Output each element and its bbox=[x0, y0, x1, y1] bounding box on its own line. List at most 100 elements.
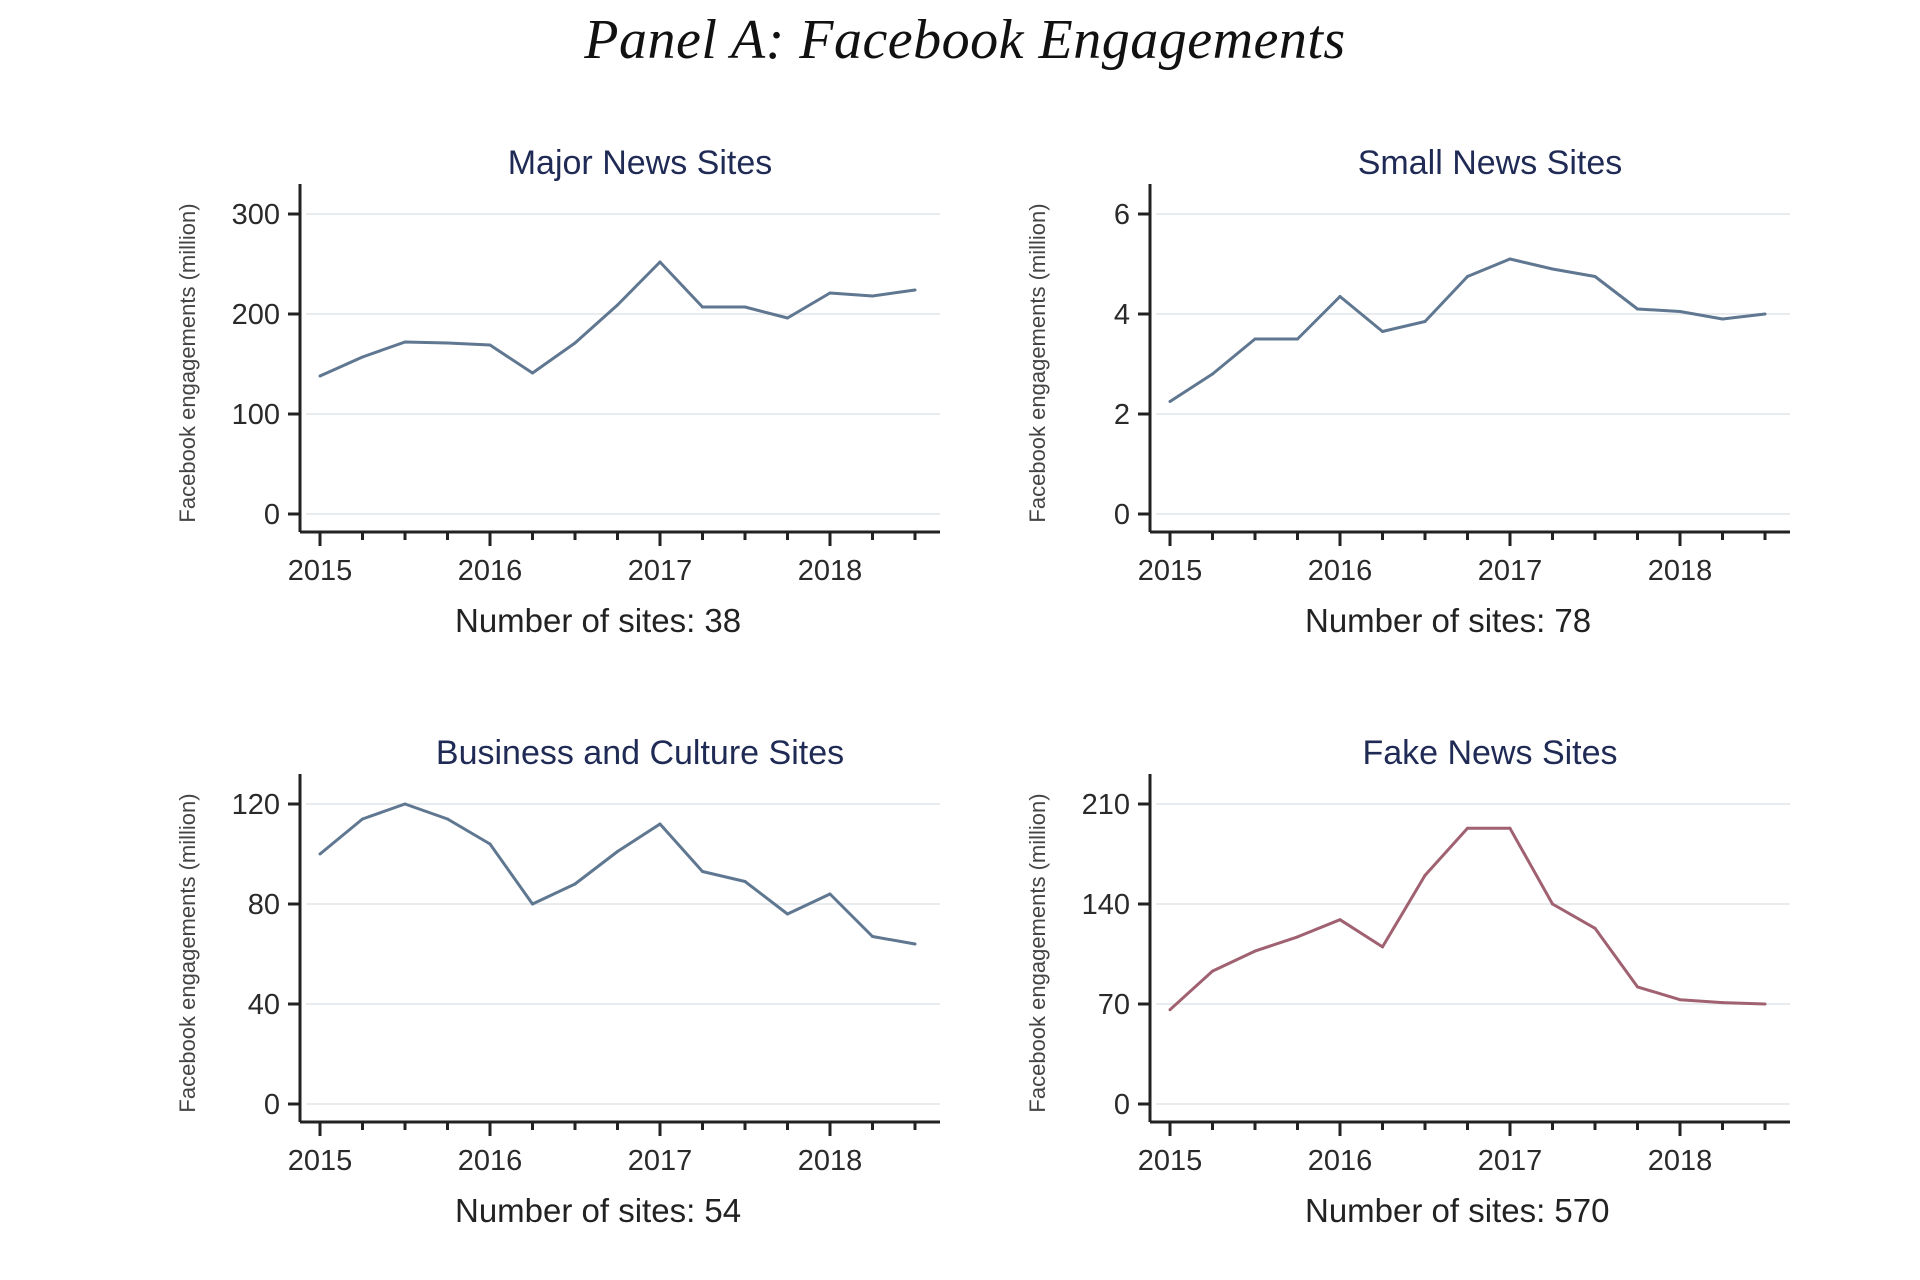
page-title: Panel A: Facebook Engagements bbox=[584, 9, 1346, 71]
chart-title: Major News Sites bbox=[508, 144, 773, 182]
data-point bbox=[318, 374, 322, 378]
data-point bbox=[1381, 945, 1384, 949]
site-count-note: Number of sites: 570 bbox=[1305, 1192, 1609, 1229]
data-point bbox=[446, 817, 449, 821]
chart-major-news: Major News Sites 0 100 200 300 2015 2016 2017 20… bbox=[150, 130, 960, 670]
data-point bbox=[403, 340, 407, 344]
data-point bbox=[1296, 337, 1299, 341]
data-point bbox=[573, 882, 577, 886]
data-point bbox=[1508, 257, 1512, 261]
x-tick-label: 2016 bbox=[1308, 1145, 1373, 1177]
data-point bbox=[743, 880, 747, 883]
data-point bbox=[1296, 935, 1299, 939]
data-point bbox=[446, 341, 449, 345]
chart-business-culture: Business and Culture Sites 0 40 80 120 2015 20… bbox=[150, 720, 960, 1260]
data-point bbox=[1678, 998, 1682, 1002]
y-tick-label: 100 bbox=[232, 399, 280, 431]
data-point bbox=[1593, 926, 1597, 930]
data-point bbox=[743, 305, 747, 309]
data-point bbox=[1678, 310, 1682, 313]
data-point bbox=[1763, 1002, 1767, 1006]
data-point bbox=[913, 288, 917, 292]
data-point bbox=[361, 355, 364, 359]
data-point bbox=[1338, 918, 1342, 922]
y-tick-label: 0 bbox=[1114, 1089, 1130, 1121]
data-point bbox=[786, 912, 789, 916]
x-tick-label: 2018 bbox=[798, 1145, 863, 1177]
data-point bbox=[1593, 275, 1597, 278]
data-point bbox=[1253, 949, 1257, 953]
data-point bbox=[1253, 337, 1257, 341]
y-axis-label: Facebook engagements (million) bbox=[1025, 203, 1050, 522]
data-point bbox=[1211, 372, 1214, 376]
chart-fake-news: Fake News Sites 0 70 140 210 2015 2016 2017 2018… bbox=[1000, 720, 1810, 1260]
data-point bbox=[658, 822, 662, 826]
y-tick-label: 120 bbox=[232, 789, 280, 821]
series-line bbox=[1169, 257, 1766, 403]
data-point bbox=[871, 935, 874, 938]
data-point bbox=[488, 343, 492, 347]
data-point bbox=[1466, 275, 1469, 278]
x-tick-label: 2016 bbox=[458, 555, 523, 587]
x-tick-label: 2016 bbox=[458, 1145, 523, 1177]
chart-title: Small News Sites bbox=[1358, 144, 1623, 182]
site-count-note: Number of sites: 54 bbox=[455, 1192, 741, 1229]
data-point bbox=[828, 291, 832, 295]
data-point bbox=[318, 852, 322, 856]
site-count-note: Number of sites: 78 bbox=[1305, 602, 1591, 639]
data-point bbox=[1423, 873, 1427, 877]
x-tick-label: 2017 bbox=[628, 1145, 693, 1177]
y-axis-label: Facebook engagements (million) bbox=[175, 793, 200, 1112]
data-point bbox=[1381, 330, 1384, 333]
y-tick-label: 0 bbox=[1114, 499, 1130, 531]
y-tick-label: 40 bbox=[248, 989, 280, 1021]
chart-title: Business and Culture Sites bbox=[436, 734, 844, 772]
x-tick-label: 2017 bbox=[628, 555, 693, 587]
x-tick-label: 2018 bbox=[1648, 1145, 1713, 1177]
x-tick-label: 2018 bbox=[798, 555, 863, 587]
data-point bbox=[828, 892, 832, 896]
data-point bbox=[616, 303, 619, 307]
data-point bbox=[913, 942, 917, 946]
data-point bbox=[1551, 902, 1554, 906]
site-count-note: Number of sites: 38 bbox=[455, 602, 741, 639]
y-tick-label: 4 bbox=[1114, 299, 1130, 331]
data-point bbox=[1338, 295, 1342, 298]
data-point bbox=[1636, 985, 1639, 989]
y-tick-label: 200 bbox=[232, 299, 280, 331]
y-tick-label: 2 bbox=[1114, 399, 1130, 431]
series-line bbox=[319, 260, 916, 378]
data-point bbox=[1423, 320, 1427, 323]
y-axis-label: Facebook engagements (million) bbox=[175, 203, 200, 522]
y-axis-label: Facebook engagements (million) bbox=[1025, 793, 1050, 1112]
data-point bbox=[361, 817, 364, 821]
data-point bbox=[488, 842, 492, 846]
data-point bbox=[786, 316, 789, 320]
data-point bbox=[531, 902, 534, 906]
y-tick-label: 210 bbox=[1082, 789, 1130, 821]
chart-svg: Major News Sites 0 100 200 300 2015 2016 2017 20… bbox=[175, 144, 940, 639]
series-line bbox=[319, 802, 916, 946]
x-tick-label: 2015 bbox=[1138, 1145, 1203, 1177]
y-tick-label: 6 bbox=[1114, 199, 1130, 231]
x-tick-label: 2015 bbox=[288, 555, 353, 587]
y-tick-label: 80 bbox=[248, 889, 280, 921]
data-point bbox=[1508, 826, 1512, 830]
x-tick-label: 2018 bbox=[1648, 555, 1713, 587]
data-point bbox=[1168, 1008, 1172, 1012]
data-point bbox=[1721, 1001, 1724, 1005]
y-tick-label: 0 bbox=[264, 499, 280, 531]
chart-small-news: Small News Sites 0 2 4 6 2015 2016 2017 2018 Face… bbox=[1000, 130, 1810, 670]
data-point bbox=[1168, 400, 1172, 403]
x-tick-label: 2015 bbox=[1138, 555, 1203, 587]
data-point bbox=[701, 870, 704, 873]
data-point bbox=[658, 260, 662, 264]
chart-svg: Business and Culture Sites 0 40 80 120 2015 20… bbox=[175, 734, 940, 1229]
x-tick-label: 2015 bbox=[288, 1145, 353, 1177]
chart-svg: Fake News Sites 0 70 140 210 2015 2016 2017 2018… bbox=[1025, 734, 1790, 1229]
x-tick-label: 2017 bbox=[1478, 555, 1543, 587]
data-point bbox=[701, 305, 704, 309]
data-point bbox=[1211, 969, 1214, 973]
chart-title: Fake News Sites bbox=[1362, 734, 1617, 772]
data-point bbox=[573, 341, 577, 345]
